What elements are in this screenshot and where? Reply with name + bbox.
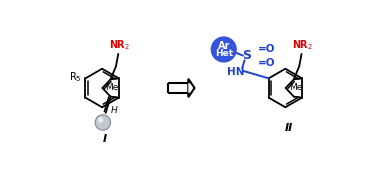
Text: Me: Me [289, 83, 302, 93]
Text: HN: HN [227, 67, 245, 77]
Text: NR$_2$: NR$_2$ [108, 38, 130, 52]
Text: =O: =O [258, 44, 275, 54]
Circle shape [95, 115, 110, 130]
Text: Ar: Ar [218, 41, 230, 51]
Text: H: H [111, 106, 118, 115]
Text: I: I [102, 134, 107, 144]
Text: R$_5$: R$_5$ [69, 70, 82, 84]
Text: II: II [285, 123, 293, 133]
Polygon shape [188, 79, 195, 97]
Text: Me: Me [105, 83, 119, 93]
Polygon shape [188, 83, 193, 93]
Circle shape [98, 117, 103, 122]
Text: =O: =O [258, 58, 275, 68]
Text: NR$_2$: NR$_2$ [292, 38, 313, 52]
Circle shape [211, 36, 237, 63]
Text: S: S [242, 49, 251, 62]
Text: Het: Het [215, 49, 233, 58]
